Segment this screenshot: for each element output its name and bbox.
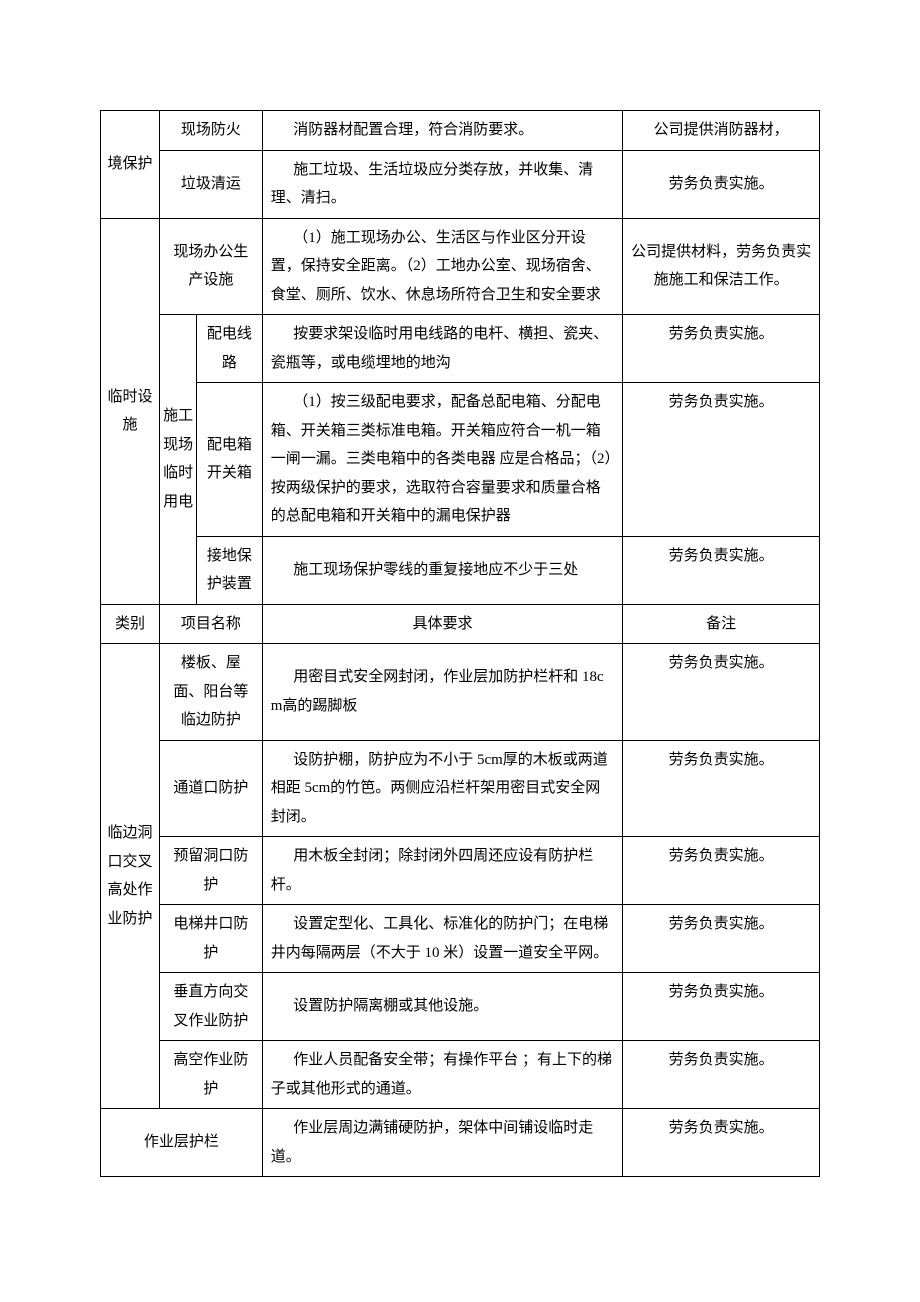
table-row: 垃圾清运 施工垃圾、生活垃圾应分类存放，并收集、清理、清扫。 劳务负责实施。 [101,150,820,218]
table-header-row: 类别 项目名称 具体要求 备注 [101,604,820,644]
table-row: 临边洞口交叉高处作业防护 楼板、屋面、阳台等临边防护 用密目式安全网封闭，作业层… [101,644,820,741]
note-cell: 劳务负责实施。 [623,644,820,741]
requirement-cell: 用密目式安全网封闭，作业层加防护栏杆和 18cm高的踢脚板 [262,644,623,741]
table-row: 施工现场临时用电 配电线路 按要求架设临时用电线路的电杆、横担、瓷夹、瓷瓶等，或… [101,315,820,383]
note-cell: 劳务负责实施。 [623,1109,820,1177]
requirement-cell: 用木板全封闭；除封闭外四周还应设有防护栏杆。 [262,837,623,905]
requirement-cell: 按要求架设临时用电线路的电杆、横担、瓷夹、瓷瓶等，或电缆埋地的地沟 [262,315,623,383]
table-row: 配电箱开关箱 （1）按三级配电要求，配备总配电箱、分配电箱、开关箱三类标准电箱。… [101,383,820,537]
item-cell: 高空作业防护 [160,1041,263,1109]
header-note: 备注 [623,604,820,644]
requirement-cell: 作业人员配备安全带；有操作平台 ；有上下的梯子或其他形式的通道。 [262,1041,623,1109]
header-requirement: 具体要求 [262,604,623,644]
table-row: 接地保护装置 施工现场保护零线的重复接地应不少于三处 劳务负责实施。 [101,536,820,604]
table-row: 预留洞口防护 用木板全封闭；除封闭外四周还应设有防护栏杆。 劳务负责实施。 [101,837,820,905]
table-row: 高空作业防护 作业人员配备安全带；有操作平台 ；有上下的梯子或其他形式的通道。 … [101,1041,820,1109]
table-row: 垂直方向交叉作业防护 设置防护隔离棚或其他设施。 劳务负责实施。 [101,973,820,1041]
note-cell: 公司提供材料，劳务负责实施施工和保洁工作。 [623,218,820,315]
requirement-cell: 作业层周边满铺硬防护，架体中间铺设临时走道。 [262,1109,623,1177]
category-cell: 临边洞口交叉高处作业防护 [101,644,160,1109]
note-cell: 劳务负责实施。 [623,973,820,1041]
item-cell: 垂直方向交叉作业防护 [160,973,263,1041]
item-cell: 垃圾清运 [160,150,263,218]
item-cell: 接地保护装置 [197,536,263,604]
requirement-cell: 设防护棚，防护应为不小于 5cm厚的木板或两道相距 5cm的竹笆。两侧应沿栏杆架… [262,740,623,837]
table-row: 通道口防护 设防护棚，防护应为不小于 5cm厚的木板或两道相距 5cm的竹笆。两… [101,740,820,837]
requirement-cell: （1）按三级配电要求，配备总配电箱、分配电箱、开关箱三类标准电箱。开关箱应符合一… [262,383,623,537]
requirement-cell: （1）施工现场办公、生活区与作业区分开设置，保持安全距离。（2）工地办公室、现场… [262,218,623,315]
note-cell: 劳务负责实施。 [623,315,820,383]
requirement-cell: 设置定型化、工具化、标准化的防护门；在电梯井内每隔两层（不大于 10 米）设置一… [262,905,623,973]
category-cell: 临时设施 [101,218,160,604]
item-cell: 电梯井口防护 [160,905,263,973]
note-cell: 劳务负责实施。 [623,383,820,537]
item-cell: 楼板、屋面、阳台等临边防护 [160,644,263,741]
note-cell: 劳务负责实施。 [623,905,820,973]
item-cell: 作业层护栏 [101,1109,263,1177]
safety-requirements-table: 境保护 现场防火 消防器材配置合理，符合消防要求。 公司提供消防器材， 垃圾清运… [100,110,820,1177]
requirement-cell: 设置防护隔离棚或其他设施。 [262,973,623,1041]
note-cell: 劳务负责实施。 [623,1041,820,1109]
note-cell: 劳务负责实施。 [623,536,820,604]
table-row: 临时设施 现场办公生产设施 （1）施工现场办公、生活区与作业区分开设置，保持安全… [101,218,820,315]
note-cell: 劳务负责实施。 [623,837,820,905]
category-cell: 境保护 [101,111,160,219]
requirement-cell: 施工垃圾、生活垃圾应分类存放，并收集、清理、清扫。 [262,150,623,218]
item-cell: 通道口防护 [160,740,263,837]
table-row: 作业层护栏 作业层周边满铺硬防护，架体中间铺设临时走道。 劳务负责实施。 [101,1109,820,1177]
requirement-cell: 消防器材配置合理，符合消防要求。 [262,111,623,151]
item-cell: 配电箱开关箱 [197,383,263,537]
item-cell: 现场防火 [160,111,263,151]
item-cell: 现场办公生产设施 [160,218,263,315]
note-cell: 劳务负责实施。 [623,740,820,837]
table-row: 境保护 现场防火 消防器材配置合理，符合消防要求。 公司提供消防器材， [101,111,820,151]
item-cell: 配电线路 [197,315,263,383]
requirement-cell: 施工现场保护零线的重复接地应不少于三处 [262,536,623,604]
note-cell: 劳务负责实施。 [623,150,820,218]
item-cell: 预留洞口防护 [160,837,263,905]
note-cell: 公司提供消防器材， [623,111,820,151]
header-category: 类别 [101,604,160,644]
subcategory-cell: 施工现场临时用电 [160,315,197,605]
header-item: 项目名称 [160,604,263,644]
table-row: 电梯井口防护 设置定型化、工具化、标准化的防护门；在电梯井内每隔两层（不大于 1… [101,905,820,973]
